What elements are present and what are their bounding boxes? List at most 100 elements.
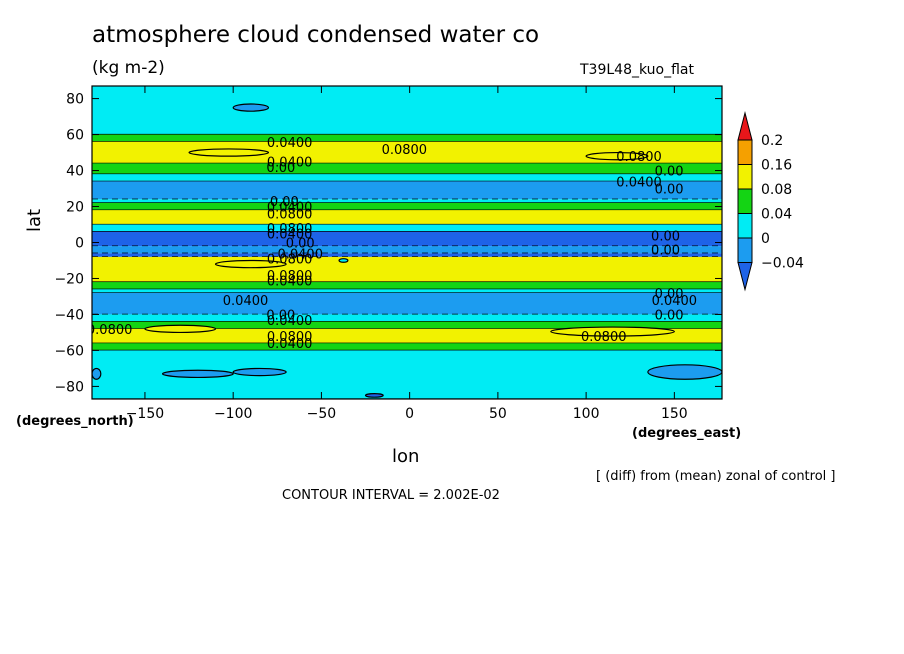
zonal-band	[92, 253, 722, 257]
zonal-band	[92, 202, 722, 211]
zonal-band	[92, 199, 722, 203]
y-axis-units: (degrees_north)	[16, 414, 134, 429]
contour-label: 0.00	[655, 165, 684, 180]
colorbar-bin	[737, 237, 753, 263]
zonal-band	[92, 210, 722, 225]
colorbar-label: −0.04	[761, 256, 804, 272]
zonal-band	[92, 86, 722, 135]
contour-label: 0.00	[655, 308, 684, 323]
contour-label: 0.0800	[267, 253, 313, 268]
x-tick-label: 100	[573, 406, 600, 422]
contour-label: 0.0800	[382, 143, 428, 158]
contour-label: 0.0400	[267, 274, 313, 289]
contour-label: 0.00	[270, 195, 299, 210]
colorbar-bin	[737, 213, 753, 239]
zonal-band	[92, 141, 722, 164]
zonal-band	[92, 321, 722, 329]
contour-label: 0.0400	[267, 314, 313, 329]
contour-label: 0.0800	[267, 208, 313, 223]
contour-label: 0.0800	[581, 330, 627, 345]
plot-title: atmosphere cloud condensed water co	[92, 22, 540, 48]
contour-label: 0.0800	[87, 323, 133, 338]
colorbar: −0.04 0 0.04 0.08 0.16 0.2	[737, 111, 804, 292]
colorbar-under	[737, 262, 753, 292]
zonal-band	[92, 314, 722, 322]
contour-label: 0.0400	[267, 228, 313, 243]
zonal-band	[92, 343, 722, 351]
contour-feature	[338, 258, 349, 263]
contour-feature	[188, 148, 270, 157]
contour-label: 0.0400	[616, 175, 662, 190]
diff-note: [ (diff) from (mean) zonal of control ]	[596, 469, 836, 484]
zonal-band	[92, 256, 722, 283]
experiment-label: T39L48_kuo_flat	[580, 62, 694, 78]
contour-label: 0.0400	[652, 294, 698, 309]
zonal-band	[92, 289, 722, 293]
axes: −150 −100 −50 0 50 100 150 −80 −60 −40 −20 0 20 40 60 8…	[54, 86, 722, 422]
zonal-band	[92, 134, 722, 142]
x-tick-label: −100	[214, 406, 252, 422]
contour-label: 0.0800	[267, 269, 313, 284]
contour-label: 0.00	[651, 229, 680, 244]
colorbar-label: 0.04	[761, 207, 792, 223]
contour-label: 0.0400	[277, 247, 323, 262]
contour-feature	[232, 367, 287, 377]
contour-feature	[647, 364, 722, 380]
zonal-band	[92, 231, 722, 247]
contour-label: 0.0400	[223, 294, 269, 309]
x-tick-label: −150	[126, 406, 164, 422]
colorbar-label: 0.08	[761, 182, 792, 198]
contour-feature	[364, 393, 384, 398]
contour-feature	[585, 151, 649, 161]
y-tick-label: −80	[54, 379, 84, 395]
y-tick-label: −40	[54, 307, 84, 323]
x-axis-units: (degrees_east)	[632, 426, 742, 441]
colorbar-bin	[737, 164, 753, 190]
contour-label: 0.0800	[267, 330, 313, 345]
contour-label: 0.0800	[616, 150, 662, 165]
y-tick-label: 80	[66, 92, 84, 108]
x-tick-label: 150	[661, 406, 688, 422]
zonal-band	[92, 224, 722, 232]
contour-feature	[232, 103, 270, 112]
contour-label: 0.00	[655, 183, 684, 198]
zonal-band	[92, 174, 722, 182]
y-tick-label: −20	[54, 271, 84, 287]
plot-area	[92, 86, 722, 399]
colorbar-bin	[737, 139, 753, 165]
contour-interval: CONTOUR INTERVAL = 2.002E-02	[282, 488, 500, 503]
contour-label: 0.0800	[267, 222, 313, 237]
contour-label: 0.0400	[267, 337, 313, 352]
x-tick-label: −50	[307, 406, 337, 422]
y-tick-label: 40	[66, 164, 84, 180]
contour-feature	[92, 367, 102, 380]
y-tick-label: −60	[54, 343, 84, 359]
contour-label: 0.00	[266, 308, 295, 323]
colorbar-label: 0	[761, 231, 770, 247]
zonal-band	[92, 292, 722, 315]
contour-label: 0.00	[286, 237, 315, 252]
contour-label: 0.0400	[267, 156, 313, 171]
units-label: (kg m-2)	[92, 58, 165, 78]
contour-feature	[214, 259, 287, 269]
y-axis-label: lat	[24, 208, 45, 232]
y-tick-label: 20	[66, 200, 84, 216]
y-tick-label: 60	[66, 128, 84, 144]
y-tick-label: 0	[75, 236, 84, 252]
x-tick-label: 50	[489, 406, 507, 422]
zonal-band	[92, 246, 722, 254]
x-tick-label: 0	[405, 406, 414, 422]
contour-feature	[144, 324, 217, 334]
contour-label: 0.0400	[267, 136, 313, 151]
contour-label: 0.00	[651, 244, 680, 259]
zonal-band	[92, 181, 722, 200]
contour-feature	[550, 326, 675, 337]
colorbar-label: 0.16	[761, 158, 792, 174]
colorbar-bin	[737, 188, 753, 214]
zonal-band	[92, 282, 722, 290]
colorbar-over	[737, 111, 753, 141]
x-axis-label: lon	[392, 446, 420, 467]
contour-label: 0.00	[266, 161, 295, 176]
